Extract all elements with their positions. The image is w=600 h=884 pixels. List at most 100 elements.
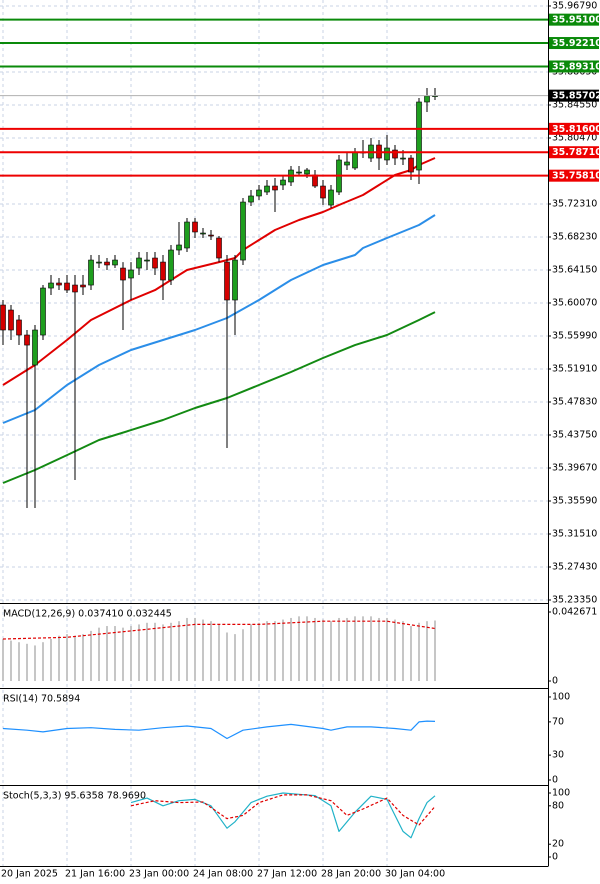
histogram-bar — [138, 624, 140, 682]
histogram-bar — [322, 619, 324, 682]
level-label: 35.92210 — [552, 38, 600, 49]
level-label-box — [549, 13, 599, 26]
level-label: 35.95100 — [552, 15, 600, 26]
candle-body — [416, 101, 422, 171]
x-tick-label: 20 Jan 2025 — [1, 869, 58, 880]
y-tick-label: 35.43750 — [552, 429, 597, 440]
candle-body — [112, 259, 118, 266]
histogram-bar — [258, 622, 260, 682]
histogram-bar — [146, 622, 148, 682]
x-tick-label: 27 Jan 12:00 — [257, 869, 317, 880]
histogram-bar — [250, 624, 252, 682]
candle-body — [304, 169, 310, 175]
histogram-bar — [330, 621, 332, 682]
candle-body — [280, 179, 286, 186]
candle-body — [24, 334, 30, 346]
indicator-line — [130, 792, 436, 839]
candle-body — [0, 304, 6, 331]
candle-body — [152, 257, 158, 269]
histogram-bar — [2, 638, 4, 682]
histogram-bar — [274, 621, 276, 682]
panel-title: MACD(12,26,9) 0.037410 0.032445 — [3, 609, 172, 620]
y-tick-label: 35.60070 — [552, 297, 597, 308]
x-tick-label: 24 Jan 08:00 — [193, 869, 253, 880]
histogram-bar — [314, 617, 316, 682]
candle-body — [424, 95, 430, 103]
candle-body — [328, 189, 334, 206]
histogram-bar — [338, 617, 340, 682]
y-tick-label: 35.68230 — [552, 231, 597, 242]
candle-body — [32, 329, 38, 366]
histogram-bar — [394, 619, 396, 682]
histogram-bar — [50, 638, 52, 682]
y-tick-label: 100 — [552, 788, 570, 799]
histogram-bar — [202, 619, 204, 682]
histogram-bar — [386, 617, 388, 682]
y-tick-label: 0 — [552, 852, 558, 863]
y-tick-label: 0.042671 — [552, 607, 597, 618]
level-label: 35.81600 — [552, 124, 600, 135]
candle-body — [296, 171, 302, 174]
candle-body — [224, 261, 230, 301]
candle-body — [232, 259, 238, 301]
histogram-bar — [186, 617, 188, 682]
candle-body — [200, 232, 206, 235]
histogram-bar — [362, 616, 364, 682]
histogram-bar — [282, 619, 284, 682]
histogram-bar — [234, 634, 236, 682]
histogram-bar — [418, 622, 420, 682]
candle-body — [40, 287, 46, 336]
candle-body — [144, 259, 150, 262]
y-tick-label: 35.51910 — [552, 363, 597, 374]
histogram-bar — [242, 629, 244, 682]
panel-title: Stoch(5,3,3) 95.6358 78.9690 — [3, 791, 146, 802]
indicator-line — [2, 720, 436, 740]
histogram-bar — [306, 616, 308, 682]
histogram-bar — [74, 635, 76, 682]
candle-body — [160, 261, 166, 281]
level-label-box — [549, 169, 599, 182]
candle-body — [48, 282, 54, 289]
histogram-bar — [354, 616, 356, 682]
y-tick-label: 35.96790 — [552, 0, 597, 11]
candle-body — [248, 195, 254, 203]
histogram-bar — [34, 645, 36, 682]
level-label-box — [549, 122, 599, 135]
histogram-bar — [370, 616, 372, 682]
histogram-bar — [434, 620, 436, 682]
histogram-bar — [90, 630, 92, 682]
histogram-bar — [378, 617, 380, 682]
candle-body — [184, 221, 190, 249]
candle-body — [136, 257, 142, 269]
y-tick-label: 35.39670 — [552, 462, 597, 473]
histogram-bar — [346, 617, 348, 682]
candle-body — [344, 161, 350, 166]
panel-title: RSI(14) 70.5894 — [3, 694, 80, 705]
histogram-bar — [162, 624, 164, 682]
histogram-bar — [106, 626, 108, 682]
candle-body — [120, 267, 126, 281]
current-price-box — [549, 89, 599, 102]
x-tick-label: 30 Jan 04:00 — [385, 869, 445, 880]
y-tick-label: 35.64150 — [552, 264, 597, 275]
candle-body — [384, 147, 390, 161]
current-price-label: 35.85702 — [552, 91, 600, 102]
histogram-bar — [42, 642, 44, 682]
y-tick-label: 35.55990 — [552, 330, 597, 341]
histogram-bar — [10, 640, 12, 682]
histogram-bar — [410, 626, 412, 682]
candle-body — [272, 185, 278, 191]
candle-body — [16, 319, 22, 336]
histogram-bar — [98, 627, 100, 682]
candle-body — [208, 234, 214, 237]
candle-body — [320, 185, 326, 199]
candle-body — [88, 259, 94, 286]
histogram-bar — [58, 635, 60, 682]
histogram-bar — [298, 616, 300, 682]
candle-body — [8, 309, 14, 331]
histogram-bar — [122, 627, 124, 682]
candle-body — [400, 157, 406, 160]
y-tick-label: 35.35590 — [552, 495, 597, 506]
